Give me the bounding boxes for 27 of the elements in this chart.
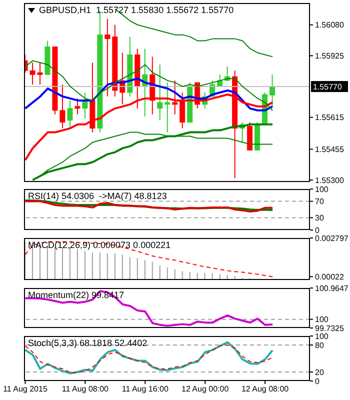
y-tick-label: 0.00022: [315, 272, 344, 282]
x-tick-label: 11 Aug 16:00: [122, 384, 169, 394]
y-tick-label: 0: [315, 226, 320, 235]
y-tick-label: 100: [315, 315, 329, 324]
y-tick-label: 0: [315, 376, 320, 386]
x-tick-label: 12 Aug 00:00: [182, 384, 230, 394]
y-tick-label: 1.55615: [315, 113, 344, 122]
x-tick-label: 12 Aug 08:00: [241, 384, 290, 394]
chart-title: RSI(14) 54.0306 ->MA(7) 48.8123: [28, 191, 167, 201]
y-tick-label: 80: [315, 340, 324, 350]
y-tick-label: 100: [315, 332, 329, 341]
y-tick-label: 1.55925: [315, 52, 344, 61]
y-tick-label: 70: [315, 197, 324, 206]
y-tick-label: 0.002797: [315, 234, 349, 243]
y-tick-label: 1.55300: [315, 176, 344, 185]
y-tick-label: 100.9647: [315, 284, 349, 293]
ref-line-label: 1.55770: [313, 82, 342, 92]
y-tick-label: 1.56080: [315, 20, 344, 30]
y-tick-label: 1.55455: [315, 145, 344, 154]
y-tick-label: 20: [315, 368, 324, 377]
y-tick-label: 30: [315, 214, 324, 223]
chart-title: Stoch(5,3,3) 68.1818 52.4402: [28, 338, 148, 348]
y-tick-label: 99.7325: [315, 324, 344, 333]
y-tick-label: 100: [315, 184, 329, 194]
x-tick-label: 11 Aug 2015: [3, 384, 48, 394]
x-tick-label: 11 Aug 08:00: [62, 384, 110, 394]
chart-title: GBPUSD,H1 1.55727 1.55830 1.55672 1.55770: [39, 5, 234, 15]
